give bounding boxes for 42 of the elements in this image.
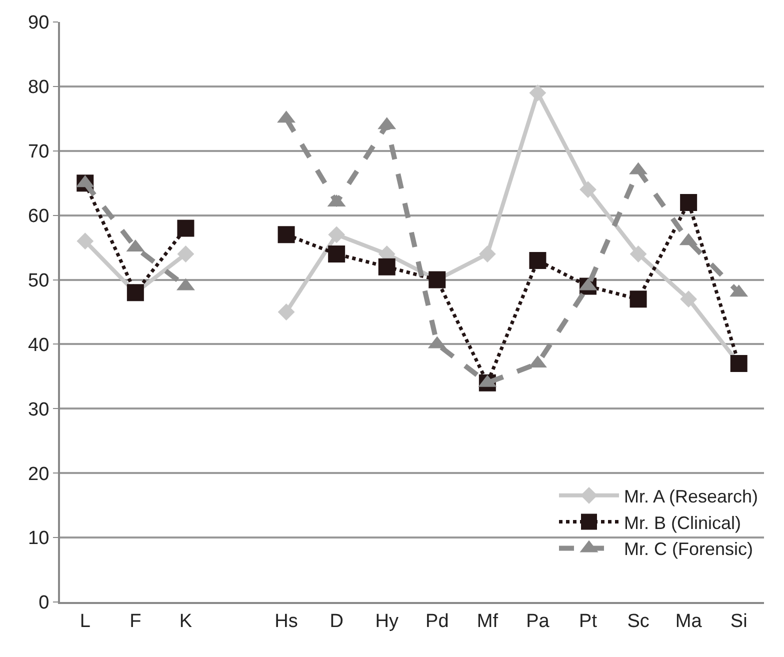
point: [76, 232, 94, 250]
point: [529, 84, 546, 102]
x-tick-label: Sc: [627, 610, 650, 632]
y-tick-label: 10: [28, 528, 50, 550]
point: [630, 290, 647, 308]
y-tick-label: 80: [28, 77, 50, 98]
x-tick-label: D: [330, 610, 344, 632]
y-tick-label: 30: [28, 399, 50, 420]
y-tick-label: 0: [38, 592, 50, 614]
x-tick-label: Si: [730, 610, 748, 632]
y-tick-label: 70: [28, 142, 50, 163]
point: [177, 246, 194, 262]
x-tick-label: Hy: [375, 610, 399, 632]
x-tick-label: K: [179, 610, 192, 632]
point: [529, 252, 546, 269]
x-tick-label: L: [80, 610, 90, 632]
legend-label: Mr. C (Forensic): [624, 539, 754, 560]
x-tick-label: Pt: [579, 610, 598, 632]
point: [680, 290, 698, 308]
x-tick-label: F: [130, 610, 142, 632]
x-tick-label: Ma: [675, 610, 702, 632]
y-tick-label: 60: [28, 206, 50, 227]
point: [278, 304, 295, 320]
point: [328, 246, 346, 262]
y-tick-label: 40: [28, 334, 50, 356]
x-tick-label: Pa: [526, 610, 550, 632]
point: [177, 220, 194, 237]
point: [478, 246, 496, 262]
point: [278, 226, 295, 244]
x-tick-label: Pd: [426, 610, 449, 632]
point: [580, 181, 596, 198]
point: [378, 258, 396, 276]
x-tick-label: Mf: [476, 610, 499, 632]
point: [680, 194, 698, 211]
y-tick-label: 50: [28, 270, 50, 292]
point: [328, 226, 346, 244]
y-tick-label: 90: [28, 12, 50, 34]
y-tick-label: 20: [28, 464, 50, 485]
x-tick-label: Hs: [274, 610, 298, 632]
point: [630, 246, 647, 262]
legend-label: Mr. B (Clinical): [624, 512, 742, 533]
legend-label: Mr. A (Research): [624, 486, 758, 506]
